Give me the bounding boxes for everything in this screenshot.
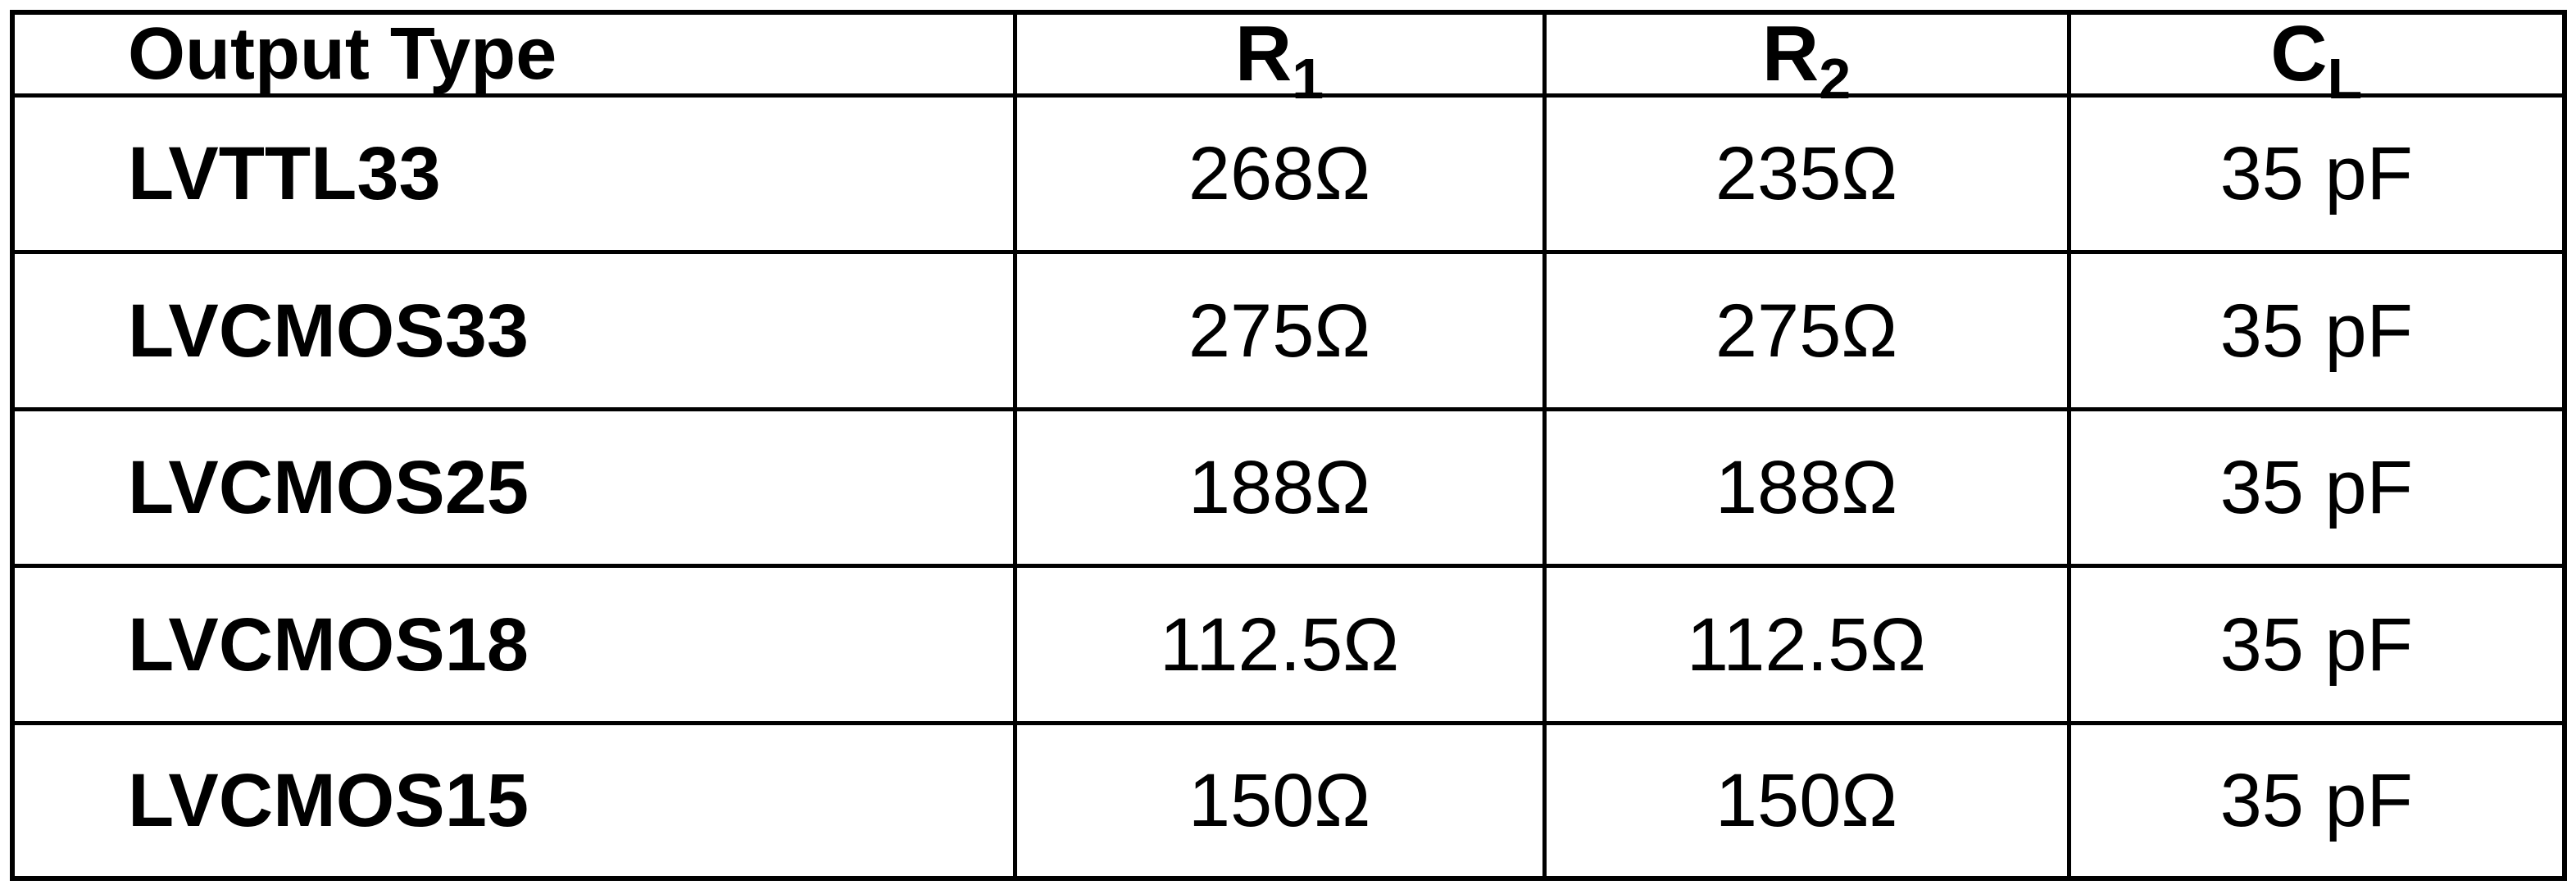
cell-output-type: LVCMOS15 [15, 720, 1017, 876]
cell-r1: 112.5Ω [1012, 564, 1547, 725]
header-r1: R1 [1012, 15, 1547, 107]
table-row: LVCMOS25 188Ω 188Ω 35 pF [15, 406, 2562, 569]
cell-r1: 188Ω [1012, 406, 1547, 569]
table-row: LVCMOS18 112.5Ω 112.5Ω 35 pF [15, 564, 2562, 725]
cell-r2: 150Ω [1542, 720, 2071, 876]
cell-cl: 35 pF [2066, 720, 2562, 876]
cell-r1: 150Ω [1012, 720, 1547, 876]
output-load-table: Output Type R1 R2 CL LVTTL33 268Ω 235Ω 3… [10, 10, 2567, 881]
cell-cl: 35 pF [2066, 93, 2562, 255]
header-r2: R2 [1542, 15, 2071, 107]
cell-r2: 188Ω [1542, 406, 2071, 569]
cell-output-type: LVCMOS33 [15, 250, 1017, 411]
table: Output Type R1 R2 CL LVTTL33 268Ω 235Ω 3… [15, 15, 2562, 876]
cell-r1: 275Ω [1012, 250, 1547, 411]
cell-r2: 235Ω [1542, 93, 2071, 255]
cell-cl: 35 pF [2066, 406, 2562, 569]
cell-cl: 35 pF [2066, 250, 2562, 411]
header-output-type: Output Type [15, 15, 1017, 98]
table-row: LVTTL33 268Ω 235Ω 35 pF [15, 93, 2562, 255]
cell-output-type: LVTTL33 [15, 93, 1017, 255]
cell-output-type: LVCMOS18 [15, 564, 1017, 725]
cell-r2: 112.5Ω [1542, 564, 2071, 725]
header-cl: CL [2066, 15, 2562, 107]
table-row: LVCMOS15 150Ω 150Ω 35 pF [15, 720, 2562, 876]
cell-output-type: LVCMOS25 [15, 406, 1017, 569]
cell-r2: 275Ω [1542, 250, 2071, 411]
cell-r1: 268Ω [1012, 93, 1547, 255]
cell-cl: 35 pF [2066, 564, 2562, 725]
table-row: LVCMOS33 275Ω 275Ω 35 pF [15, 250, 2562, 411]
header-row: Output Type R1 R2 CL [15, 15, 2562, 107]
